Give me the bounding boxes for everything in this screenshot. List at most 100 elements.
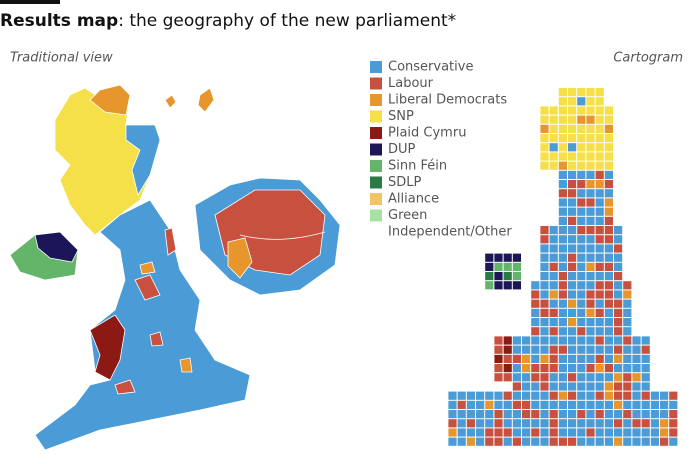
- cartogram-cell: [650, 428, 659, 437]
- legend-label: SDLP: [388, 175, 422, 190]
- legend-swatch: [370, 77, 382, 90]
- cartogram-cell: [568, 345, 577, 354]
- cartogram-cell: [577, 244, 586, 253]
- cartogram-cell: [595, 336, 604, 345]
- cartogram-cell: [641, 410, 650, 419]
- cartogram-cell: [568, 428, 577, 437]
- cartogram-cell: [531, 391, 540, 400]
- cartogram-cell: [632, 373, 641, 382]
- cartogram-cell: [466, 428, 475, 437]
- cartogram-cell: [623, 400, 632, 409]
- cartogram-cell: [549, 161, 558, 170]
- cartogram-cell: [485, 281, 494, 290]
- cartogram-cell: [623, 391, 632, 400]
- cartogram-cell: [614, 327, 623, 336]
- cartogram-cell: [614, 364, 623, 373]
- cartogram-cell: [549, 336, 558, 345]
- cartogram-cell: [531, 354, 540, 363]
- cartogram-cell: [540, 106, 549, 115]
- cartogram-cell: [604, 437, 613, 446]
- cartogram-cell: [568, 161, 577, 170]
- cartogram-cell: [595, 290, 604, 299]
- cartogram-cell: [577, 272, 586, 281]
- cartogram-cell: [503, 354, 512, 363]
- cartogram-cell: [558, 391, 567, 400]
- cartogram-cell: [503, 272, 512, 281]
- cartogram-cell: [604, 244, 613, 253]
- cartogram-cell: [641, 428, 650, 437]
- cartogram-cell: [586, 373, 595, 382]
- cartogram-cell: [586, 290, 595, 299]
- cartogram-cell: [577, 345, 586, 354]
- cartogram-cell: [641, 354, 650, 363]
- cartogram-cell: [604, 161, 613, 170]
- cartogram-cell: [623, 410, 632, 419]
- cartogram-cell: [604, 134, 613, 143]
- cartogram-cell: [568, 124, 577, 133]
- islands: [164, 87, 215, 113]
- cartogram-cell: [614, 437, 623, 446]
- cartogram-cell: [614, 290, 623, 299]
- cartogram-cell: [595, 226, 604, 235]
- cartogram-cell: [586, 327, 595, 336]
- cartogram-cell: [595, 272, 604, 281]
- cartogram-cell: [531, 336, 540, 345]
- scotland-north-east: [125, 124, 161, 197]
- cartogram-cell: [669, 391, 678, 400]
- panel-label: Traditional view: [10, 51, 113, 66]
- legend-swatch: [370, 193, 382, 205]
- cartogram-cell: [568, 272, 577, 281]
- cartogram-cell: [558, 106, 567, 115]
- cartogram-cell: [485, 437, 494, 446]
- legend-swatch: [370, 61, 382, 73]
- cartogram-cell: [549, 354, 558, 363]
- cartogram-cell: [577, 308, 586, 317]
- cartogram-cell: [623, 419, 632, 428]
- england: [34, 199, 251, 451]
- cartogram-cell: [549, 428, 558, 437]
- cartogram-cell: [632, 400, 641, 409]
- cartogram-cell: [586, 170, 595, 179]
- cartogram-cell: [531, 281, 540, 290]
- cartogram-cell: [614, 235, 623, 244]
- cartogram-cell: [623, 428, 632, 437]
- cartogram-cell: [512, 391, 521, 400]
- cartogram-cell: [558, 262, 567, 271]
- cartogram-cell: [540, 318, 549, 327]
- cartogram-cell: [568, 308, 577, 317]
- cartogram-cell: [595, 299, 604, 308]
- cartogram-cell: [558, 143, 567, 152]
- cartogram-cell: [558, 336, 567, 345]
- cartogram-cell: [531, 428, 540, 437]
- cartogram-cell: [549, 345, 558, 354]
- cartogram-cell: [595, 410, 604, 419]
- cartogram-cell: [503, 419, 512, 428]
- cartogram-cell: [586, 318, 595, 327]
- cartogram-cell: [540, 410, 549, 419]
- cartogram-cell: [558, 180, 567, 189]
- cartogram-cell: [577, 180, 586, 189]
- cartogram-cell: [604, 382, 613, 391]
- cartogram-cell: [494, 262, 503, 271]
- cartogram-cell: [577, 226, 586, 235]
- libdem-areas: [139, 261, 193, 373]
- cartogram-cell: [586, 180, 595, 189]
- cartogram-cell: [595, 345, 604, 354]
- cartogram-cell: [604, 226, 613, 235]
- cartogram-cell: [558, 318, 567, 327]
- cartogram-cell: [604, 364, 613, 373]
- cartogram-cell: [568, 364, 577, 373]
- cartogram-cell: [558, 345, 567, 354]
- cartogram-cell: [558, 253, 567, 262]
- cartogram-cell: [568, 437, 577, 446]
- cartogram-cell: [494, 345, 503, 354]
- cartogram-cell: [558, 189, 567, 198]
- cartogram-cell: [485, 428, 494, 437]
- cartogram-cell: [448, 437, 457, 446]
- cartogram-cell: [577, 106, 586, 115]
- cartogram-cell: [503, 410, 512, 419]
- cartogram-cell: [614, 318, 623, 327]
- cartogram-cell: [494, 391, 503, 400]
- cartogram-cell: [604, 281, 613, 290]
